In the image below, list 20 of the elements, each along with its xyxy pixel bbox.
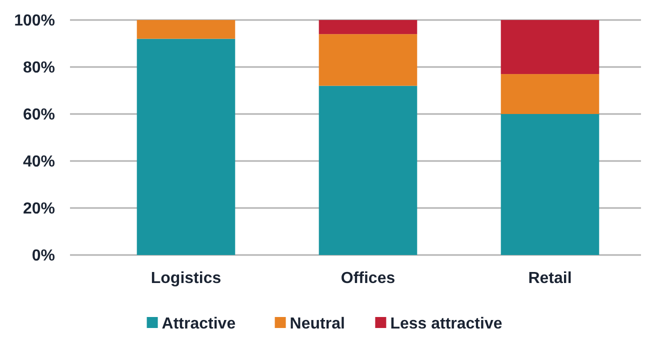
- legend-label: Neutral: [290, 316, 345, 333]
- y-tick-label: 20%: [22, 200, 55, 218]
- x-tick-label: Logistics: [150, 270, 222, 287]
- y-tick-label: 60%: [22, 106, 55, 124]
- bar: [500, 74, 600, 114]
- bar: [500, 20, 600, 74]
- bar: [318, 20, 418, 34]
- legend-label: Less attractive: [390, 316, 502, 333]
- y-tick-label: 100%: [14, 12, 55, 30]
- x-tick-label: Offices: [340, 270, 396, 287]
- bar: [136, 38, 236, 255]
- y-tick-label: 40%: [22, 154, 55, 171]
- bar: [318, 34, 418, 86]
- y-tick-label: 80%: [22, 60, 55, 77]
- bar: [500, 114, 600, 255]
- bar: [318, 86, 418, 255]
- y-tick-label: 0%: [32, 248, 55, 265]
- x-tick-label: Retail: [528, 270, 572, 287]
- legend-label: Attractive: [162, 316, 236, 333]
- bar: [136, 20, 236, 39]
